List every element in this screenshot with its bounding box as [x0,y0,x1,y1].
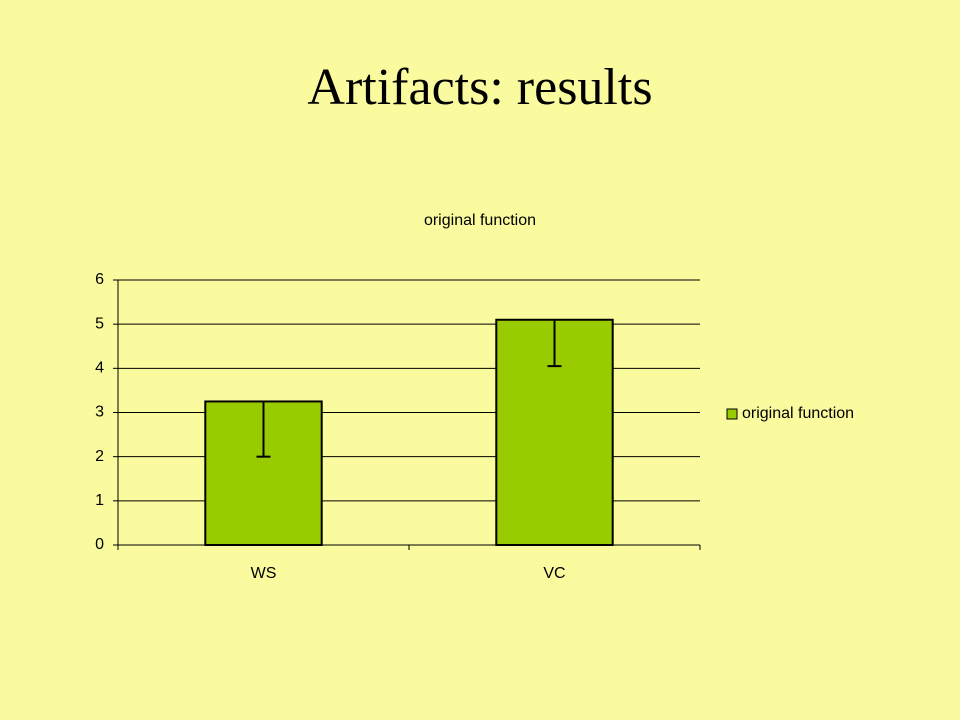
y-tick-label: 3 [95,404,104,421]
legend-label: original function [742,405,854,422]
legend-swatch [726,408,738,420]
y-tick-label: 0 [95,536,104,553]
y-tick-label: 1 [95,492,104,509]
x-tick-label: VC [543,565,565,582]
x-tick-label: WS [251,565,277,582]
y-tick-label: 2 [95,448,104,465]
chart-title: original function [424,212,536,229]
y-tick-label: 4 [95,360,104,377]
y-tick-label: 5 [95,315,104,332]
y-tick-label: 6 [95,271,104,288]
slide-title: Artifacts: results [307,59,652,116]
